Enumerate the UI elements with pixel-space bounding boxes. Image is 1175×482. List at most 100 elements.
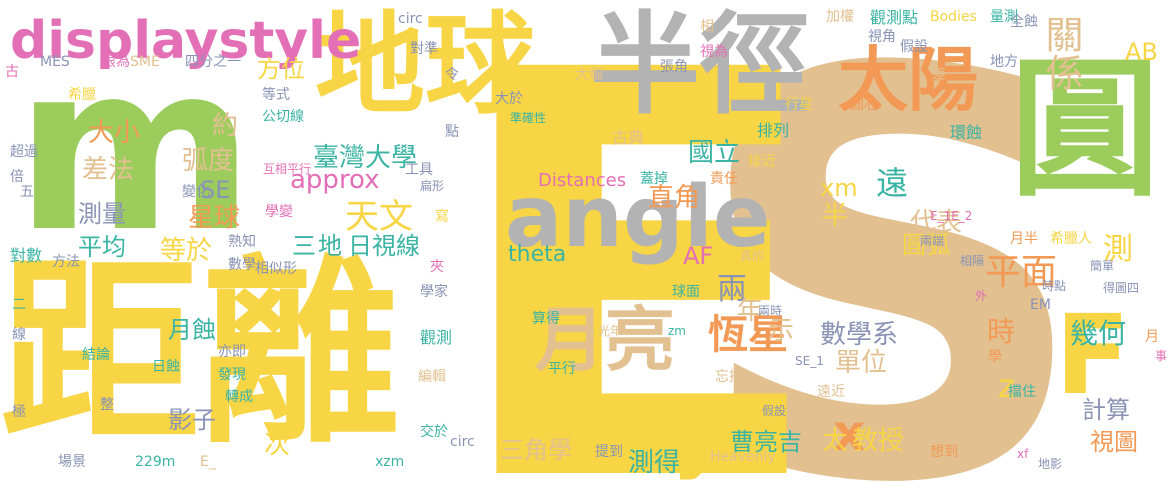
cloud-word: 地方 [990,54,1018,70]
cloud-word: 視線 [372,232,420,260]
cloud-word: angle [505,168,771,267]
cloud-word: 倍 [10,169,24,185]
cloud-word: 扁形 [420,179,445,193]
cloud-word: displaystyle [10,11,362,71]
cloud-word: 量測 [990,9,1018,25]
cloud-word: 工具 [405,162,433,178]
cloud-word: 三角學 [500,436,572,464]
cloud-word: 極 [12,404,26,420]
cloud-word: 接近 [748,154,776,170]
cloud-word: 半徑 [590,1,810,129]
cloud-word: 大幅 [575,67,603,83]
cloud-word: 四分之一 [185,54,241,70]
cloud-word: 排列 [757,121,790,140]
cloud-word: 全蝕 [1010,14,1038,30]
cloud-word: 交於 [420,424,448,440]
cloud-word: 示 [768,316,795,346]
cloud-word: Bodies [930,9,977,25]
cloud-word: 約 [212,111,239,141]
cloud-word: 方法 [52,254,80,270]
cloud-word: 公切線 [262,109,304,125]
cloud-word: 差 [932,67,946,83]
cloud-word: E_1E_2 [930,209,973,223]
cloud-word: 弧度 [182,146,235,176]
cloud-word: 熟知 [228,234,256,250]
cloud-word: 恆星 [708,312,788,358]
cloud-word: 大小 [88,118,141,148]
cloud-word: 五 [20,184,34,200]
cloud-word: 直角 [648,183,701,213]
cloud-word: 地 [318,232,342,260]
cloud-word: 時點 [1042,279,1067,293]
cloud-word: 教授 [852,426,905,456]
cloud-word: 夾 [430,259,444,275]
cloud-word: 計算 [1082,396,1130,424]
cloud-word: Heavenly [710,449,776,465]
cloud-word: 幾何 [1070,317,1127,350]
cloud-word: 視圖 [1090,428,1138,456]
cloud-word: 遠近 [817,384,845,400]
cloud-word: 學變 [265,204,293,220]
cloud-word: 時 [987,315,1016,348]
cloud-word: 日 [348,232,372,260]
cloud-word: 月蝕 [168,316,216,344]
cloud-word: 度 [502,344,516,360]
cloud-word: 圓心 [850,97,878,113]
cloud-word: 古 [5,64,19,80]
cloud-word: 寫 [435,209,449,225]
cloud-word: theta [508,242,567,267]
cloud-word: 單位 [835,348,888,378]
cloud-word: 星球 [188,203,241,233]
cloud-word: 地球 [315,1,535,129]
cloud-word: 地影 [1038,457,1063,471]
cloud-word: 二 [12,297,26,313]
cloud-word: 距離 [0,238,401,471]
cloud-word: 準確性 [510,111,547,125]
cloud-word: 年 [737,296,764,326]
cloud-word: 權數 [795,121,823,137]
cloud-word: 數學系 [820,320,899,350]
cloud-word: 光年 [598,324,623,338]
cloud-word: 提到 [595,444,623,460]
cloud-word: 等式 [262,87,290,103]
cloud-word: 點 [445,124,459,140]
cloud-word: 假設 [900,39,928,55]
cloud-word: z [998,367,1015,405]
cloud-word: AF [683,242,714,270]
cloud-word: 令 [445,67,459,83]
cloud-word: 測得 [628,448,681,478]
cloud-word: 遠 [876,164,909,202]
cloud-word: 學 [988,349,1002,365]
cloud-word: 責任 [710,171,738,187]
cloud-word: 張角 [660,59,688,75]
cloud-word: 太陽 [838,39,978,121]
cloud-word: 關係 [1039,15,1083,91]
cloud-word: 觀測點 [870,8,919,27]
cloud-word: 曹亮吉 [730,428,802,456]
cloud-word: 蓋掉 [640,171,668,187]
cloud-word: 三 [292,232,316,260]
cloud-word: y [672,388,725,481]
cloud-word: 數學 [228,257,256,273]
cloud-word: 相似形 [255,261,297,277]
cloud-word: F [1055,291,1131,419]
cloud-word: SE [200,176,231,204]
cloud-word: 結論 [82,347,110,363]
cloud-word: circ [398,11,423,27]
cloud-word: 學家 [420,284,448,300]
cloud-word: 方位 [257,55,305,83]
cloud-word: 事 [1155,349,1168,363]
cloud-word: 假設 [762,404,787,418]
cloud-word: 229m [135,454,176,470]
cloud-word: 限為 [102,54,130,70]
cloud-word: 圓 [1010,43,1161,217]
cloud-word: 對數 [10,246,43,265]
cloud-word: 亦即 [218,344,246,360]
cloud-word: 轉成 [225,389,253,405]
cloud-word: E_ [200,454,216,470]
cloud-word: 想到 [930,444,958,460]
cloud-word: 平面 [985,252,1058,293]
cloud-word: 希臘 [68,87,96,103]
cloud-word: 月半 [1010,231,1038,247]
